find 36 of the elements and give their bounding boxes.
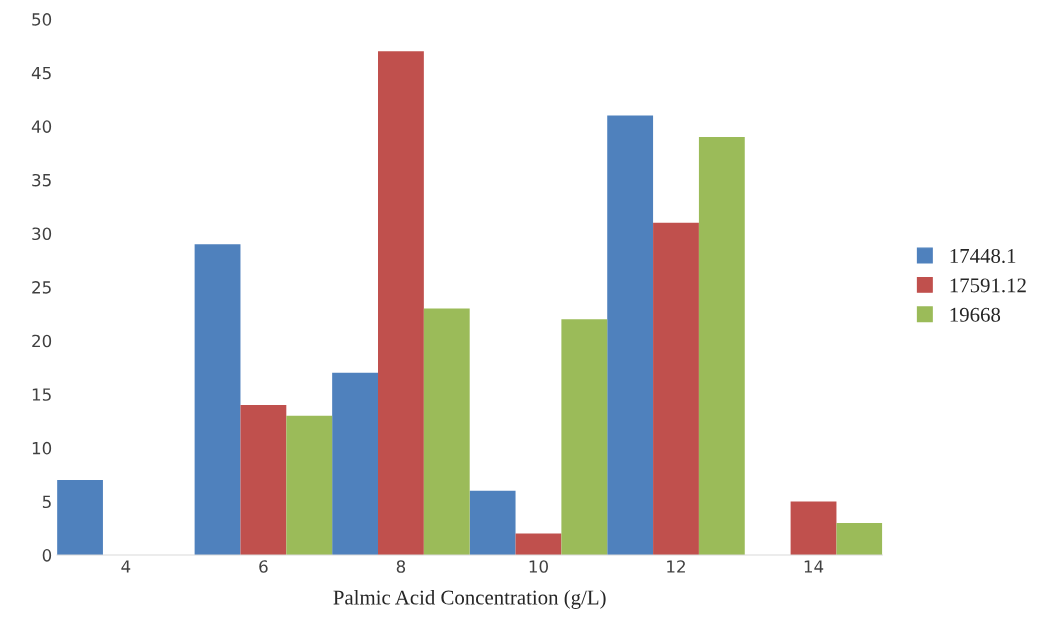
bar <box>698 137 745 556</box>
bar <box>561 319 608 556</box>
x-tick-label: 14 <box>804 560 824 573</box>
bar <box>607 115 654 556</box>
y-tick-label: 5 <box>42 495 51 509</box>
x-axis-title: Palmic Acid Concentration (g/L) <box>333 589 606 609</box>
bar <box>194 244 241 556</box>
bar <box>469 490 516 556</box>
y-tick-label: 20 <box>32 334 52 348</box>
y-tick-label: 15 <box>32 388 51 401</box>
legend-label: 17591.12 <box>950 278 1026 293</box>
x-tick-label: 10 <box>529 560 548 573</box>
bar <box>378 51 424 556</box>
x-tick-label: 6 <box>259 560 268 573</box>
y-tick-label: 40 <box>31 120 52 133</box>
y-tick-label: 50 <box>32 13 52 26</box>
bar <box>515 533 562 556</box>
y-tick-label: 10 <box>32 441 52 455</box>
bar <box>240 405 287 556</box>
y-tick-label: 30 <box>32 227 52 241</box>
bar <box>286 415 333 556</box>
bar <box>423 308 470 556</box>
bar <box>332 372 379 556</box>
bar <box>653 222 699 556</box>
y-tick-label: 45 <box>31 66 51 80</box>
y-tick-label: 0 <box>42 549 52 562</box>
y-tick-label: 25 <box>32 281 51 294</box>
x-tick-label: 12 <box>667 560 685 573</box>
x-tick-label: 4 <box>121 560 131 573</box>
legend-label: 17448.1 <box>950 248 1016 264</box>
bar <box>57 480 103 556</box>
bar <box>836 522 883 556</box>
y-tick-label: 35 <box>32 173 51 187</box>
legend-label: 19668 <box>950 307 1001 322</box>
x-tick-label: 8 <box>396 560 406 573</box>
bar <box>790 501 837 556</box>
